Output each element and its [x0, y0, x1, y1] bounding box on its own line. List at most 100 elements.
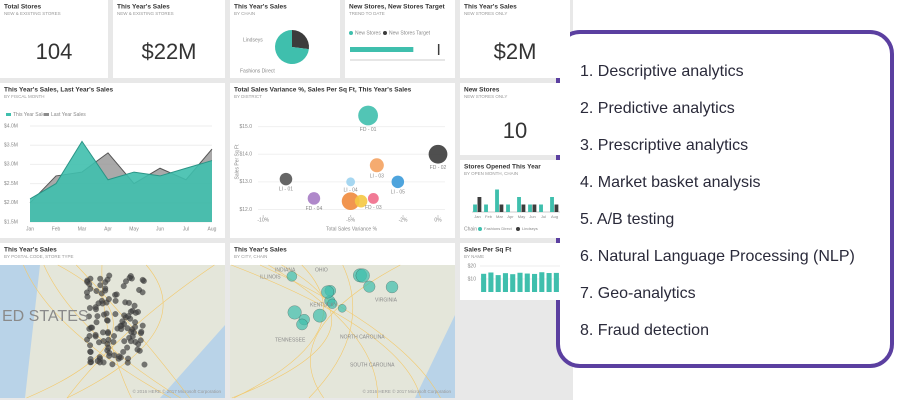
map-dot — [327, 298, 338, 309]
map-dot — [87, 342, 94, 349]
x-tick-label: Aug — [208, 226, 217, 232]
x-tick-label: Aug — [551, 214, 558, 219]
y-tick-label: $1.5M — [4, 219, 18, 225]
x-axis-label: Total Sales Variance % — [326, 226, 378, 232]
tile-subtitle: BY CHAIN — [234, 11, 255, 16]
legend-title: Chain — [464, 226, 477, 232]
bar — [546, 273, 552, 292]
bar — [539, 204, 543, 212]
x-tick-label: -5% — [346, 217, 355, 223]
x-tick-label: May — [129, 226, 139, 232]
map-dot — [105, 344, 112, 351]
map-dot — [138, 328, 145, 335]
x-tick-label: Jan — [474, 214, 480, 219]
map-dot — [363, 280, 376, 293]
map-label: SOUTH CAROLINA — [350, 362, 395, 368]
area-fill — [30, 141, 212, 222]
map-dot — [286, 271, 298, 282]
bar — [517, 272, 523, 292]
map-dot — [131, 302, 138, 309]
map-road — [310, 264, 401, 399]
map-dot — [117, 322, 124, 329]
map-label: VIRGINIA — [375, 297, 398, 303]
tile-title: This Year's Sales, Last Year's Sales — [4, 87, 113, 94]
map-dot — [355, 268, 370, 283]
map-dot — [100, 329, 106, 336]
tile — [460, 0, 570, 78]
list-item: 6. Natural Language Processing (NLP) — [580, 248, 855, 265]
map-road — [66, 264, 164, 399]
map-dot — [287, 305, 302, 320]
map-dot — [94, 358, 101, 364]
tile-subtitle: BY DISTRICT — [234, 94, 262, 99]
map-road — [43, 264, 181, 399]
x-tick-label: Jul — [183, 226, 189, 232]
tile-subtitle: BY NAME — [464, 254, 484, 259]
x-tick-label: Apr — [104, 226, 112, 232]
legend-swatch — [44, 113, 49, 116]
map-dot — [123, 278, 129, 285]
map-dot — [111, 352, 118, 359]
map-dot — [86, 313, 92, 320]
x-tick-label: Jun — [529, 214, 535, 219]
y-tick-label: $20 — [468, 263, 477, 269]
bar — [473, 204, 477, 212]
x-tick-label: Jun — [156, 226, 164, 232]
legend-label: Lindseys — [522, 226, 538, 231]
list-item: 2. Predictive analytics — [580, 100, 735, 117]
x-tick-label: Mar — [78, 226, 87, 232]
map-road — [23, 264, 172, 399]
x-tick-label: May — [518, 214, 526, 219]
map-dot — [92, 331, 99, 338]
bar — [481, 273, 487, 292]
x-tick-label: Feb — [485, 214, 493, 219]
map-dot — [97, 282, 104, 289]
map-dot — [125, 313, 132, 320]
list-item: 3. Prescriptive analytics — [580, 137, 748, 154]
map-attribution: © 2016 HERE © 2017 Microsoft Corporation — [133, 388, 222, 394]
map-dot — [106, 272, 113, 279]
map-dot — [87, 348, 94, 355]
x-tick-label: -2% — [399, 217, 408, 223]
map-dot — [97, 275, 104, 282]
y-tick-label: $3.0M — [4, 162, 18, 168]
legend-label: Fashions Direct — [484, 226, 513, 231]
tile-subtitle: BY POSTAL CODE, STORE TYPE — [4, 254, 74, 259]
map-dot — [106, 352, 113, 359]
y-tick-label: $13.0 — [239, 179, 252, 185]
bubble-label: LI - 05 — [391, 189, 405, 195]
bubble-label: FD - 04 — [306, 206, 323, 212]
map-dot — [124, 325, 131, 332]
map-dot — [105, 296, 112, 303]
pie-slice — [274, 30, 309, 64]
bar — [477, 197, 482, 212]
map-dot — [338, 304, 347, 313]
tile-title: Total Stores — [4, 4, 41, 11]
x-tick-label: 0% — [434, 217, 442, 223]
x-tick-label: Jan — [26, 226, 34, 232]
list-item: 8. Fraud detection — [580, 322, 709, 339]
tile-subtitle: NEW & EXISTING STORES — [117, 11, 174, 16]
bubble — [354, 194, 368, 208]
bar — [350, 47, 414, 52]
tile-subtitle: BY OPEN MONTH, CHAIN — [464, 171, 518, 176]
map-dot — [86, 333, 93, 339]
map-dot — [92, 306, 99, 313]
tile-title: Stores Opened This Year — [464, 164, 541, 171]
map-label: ED STATES — [2, 308, 89, 325]
bubble-label: LI - 01 — [279, 187, 293, 193]
map-dot — [100, 338, 107, 345]
list-panel — [556, 30, 894, 368]
bubble-label: FD - 03 — [365, 205, 382, 211]
bubble — [428, 144, 448, 164]
list-item: 5. A/B testing — [580, 211, 674, 228]
bar — [502, 273, 508, 292]
map-label: KENTUCKY — [310, 302, 338, 308]
map-dot — [83, 289, 90, 296]
map-dot — [112, 297, 119, 304]
map-dot — [116, 353, 123, 360]
tile-subtitle: NEW STORES ONLY — [464, 94, 507, 99]
map-dot — [121, 338, 128, 345]
map-dot — [112, 311, 119, 318]
tile-title: New Stores — [464, 87, 500, 94]
